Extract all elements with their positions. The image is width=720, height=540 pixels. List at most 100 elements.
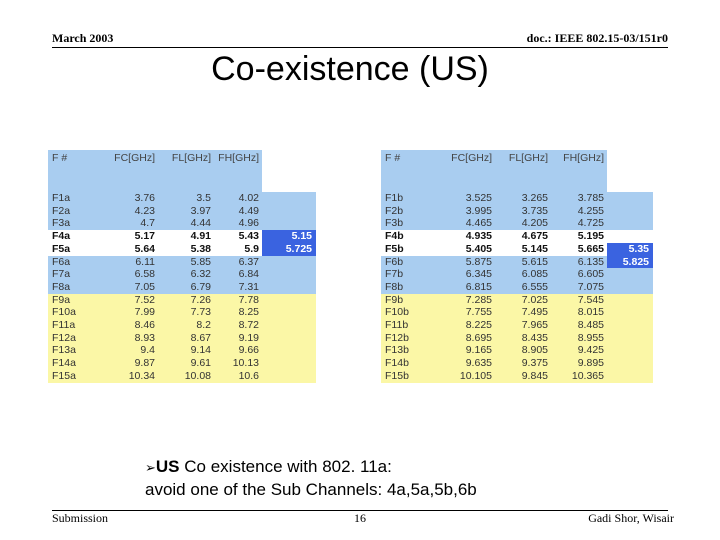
cell-fl: 5.615	[495, 255, 551, 269]
header-divider	[52, 47, 668, 48]
cell-fc: 5.875	[438, 255, 495, 269]
cell-fh: 9.19	[214, 331, 262, 345]
cell-wlan-edge	[607, 230, 653, 243]
cell-wlan-edge	[607, 192, 653, 205]
table-row: F13a 9.4 9.14 9.66	[48, 344, 316, 358]
cell-fh: 8.25	[214, 306, 262, 320]
cell-fh: 8.72	[214, 319, 262, 332]
table-row: F12b 8.695 8.435 8.955	[381, 331, 653, 345]
table-row: F5b 5.405 5.145 5.665 5.35	[381, 242, 653, 256]
cell-fh: 3.785	[551, 192, 607, 205]
cell-f: F5a	[48, 242, 103, 256]
cell-f: F8a	[48, 280, 103, 294]
table-row: F3b 4.465 4.205 4.725	[381, 217, 653, 231]
column-header: FH[GHz]	[214, 150, 262, 186]
cell-fc: 4.465	[438, 217, 495, 231]
table-row: F11b 8.225 7.965 8.485	[381, 319, 653, 332]
cell-wlan-edge	[607, 331, 653, 345]
cell-fc: 4.7	[103, 217, 158, 231]
cell-fc: 9.4	[103, 344, 158, 358]
cell-fc: 8.695	[438, 331, 495, 345]
cell-fh: 7.31	[214, 280, 262, 294]
cell-f: F2a	[48, 204, 103, 218]
cell-fh: 8.955	[551, 331, 607, 345]
cell-fc: 3.76	[103, 192, 158, 205]
cell-f: F9a	[48, 293, 103, 307]
cell-fl: 4.44	[158, 217, 214, 231]
cell-wlan-edge	[262, 280, 316, 294]
cell-fh: 9.66	[214, 344, 262, 358]
table-row: F10a 7.99 7.73 8.25	[48, 306, 316, 320]
cell-wlan-edge	[607, 319, 653, 332]
cell-f: F3a	[48, 217, 103, 231]
table-row: F15b 10.105 9.845 10.365	[381, 369, 653, 383]
cell-fl: 3.735	[495, 204, 551, 218]
cell-fl: 6.085	[495, 268, 551, 281]
cell-wlan-edge	[262, 306, 316, 320]
cell-wlan-edge	[262, 319, 316, 332]
cell-fh: 10.13	[214, 357, 262, 370]
table-row: F4a 5.17 4.91 5.43 5.15	[48, 230, 316, 243]
table-row: F15a 10.34 10.08 10.6	[48, 369, 316, 383]
cell-wlan-edge	[262, 217, 316, 231]
cell-fh: 6.84	[214, 268, 262, 281]
cell-f: F8b	[381, 280, 438, 294]
cell-f: F1a	[48, 192, 103, 205]
cell-fh: 10.6	[214, 369, 262, 383]
cell-fc: 10.34	[103, 369, 158, 383]
cell-fl: 5.38	[158, 242, 214, 256]
cell-f: F4a	[48, 230, 103, 243]
table-row: F8b 6.815 6.555 7.075	[381, 280, 653, 294]
cell-fl: 5.145	[495, 242, 551, 256]
cell-f: F3b	[381, 217, 438, 231]
header-date: March 2003	[52, 31, 114, 45]
table-row: F7a 6.58 6.32 6.84	[48, 268, 316, 281]
cell-fl: 5.85	[158, 255, 214, 269]
table-row: F10b 7.755 7.495 8.015	[381, 306, 653, 320]
cell-fh: 4.255	[551, 204, 607, 218]
cell-wlan-edge	[262, 369, 316, 383]
column-header: F #	[381, 150, 438, 186]
cell-wlan-edge: 5.725	[262, 242, 316, 256]
cell-wlan-edge	[607, 357, 653, 370]
cell-fc: 9.87	[103, 357, 158, 370]
table-row: F13b 9.165 8.905 9.425	[381, 344, 653, 358]
cell-fh: 8.485	[551, 319, 607, 332]
cell-wlan-edge	[262, 192, 316, 205]
cell-fh: 5.665	[551, 242, 607, 256]
cell-fl: 3.5	[158, 192, 214, 205]
footer-author: Gadi Shor, Wisair	[588, 511, 674, 525]
footer-page-number: 16	[354, 511, 366, 525]
cell-fc: 8.225	[438, 319, 495, 332]
cell-f: F2b	[381, 204, 438, 218]
cell-fc: 7.755	[438, 306, 495, 320]
cell-f: F1b	[381, 192, 438, 205]
cell-f: F7b	[381, 268, 438, 281]
cell-fl: 6.555	[495, 280, 551, 294]
cell-fh: 9.425	[551, 344, 607, 358]
bullet-line-1-text: Co existence with 802. 11a:	[179, 457, 392, 476]
table-row: F3a 4.7 4.44 4.96	[48, 217, 316, 231]
cell-f: F10a	[48, 306, 103, 320]
cell-fh: 5.195	[551, 230, 607, 243]
header-doc-id: doc.: IEEE 802.15-03/151r0	[526, 31, 668, 45]
cell-wlan-edge: 5.15	[262, 230, 316, 243]
cell-f: F4b	[381, 230, 438, 243]
cell-fc: 4.935	[438, 230, 495, 243]
cell-fh: 4.02	[214, 192, 262, 205]
cell-wlan-edge	[607, 280, 653, 294]
table-row: F1a 3.76 3.5 4.02	[48, 192, 316, 205]
cell-fh: 8.015	[551, 306, 607, 320]
cell-wlan-edge	[607, 293, 653, 307]
cell-fh: 10.365	[551, 369, 607, 383]
bullet-strong: US	[155, 457, 180, 476]
cell-fc: 5.405	[438, 242, 495, 256]
cell-f: F12b	[381, 331, 438, 345]
cell-wlan-edge	[262, 357, 316, 370]
cell-f: F15a	[48, 369, 103, 383]
cell-fh: 4.725	[551, 217, 607, 231]
cell-wlan-edge	[607, 344, 653, 358]
table-header-row: F # FC[GHz] FL[GHz] FH[GHz]	[381, 150, 653, 186]
cell-fl: 3.97	[158, 204, 214, 218]
cell-f: F14a	[48, 357, 103, 370]
